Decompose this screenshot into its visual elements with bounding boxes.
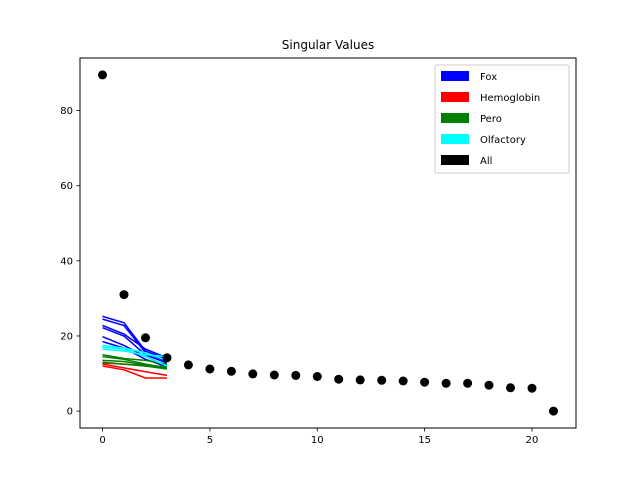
chart-title: Singular Values — [282, 38, 374, 52]
y-tick-label: 0 — [67, 407, 73, 418]
all-point-19 — [506, 383, 515, 393]
x-tick-label: 15 — [418, 435, 431, 446]
y-axis: 0 20 40 60 80 — [60, 106, 80, 418]
legend-swatch-hemoglobin — [441, 92, 469, 102]
scatter-points — [98, 70, 558, 416]
y-tick-label: 80 — [60, 106, 73, 117]
axes-frame — [79, 57, 577, 429]
all-point-6 — [226, 366, 236, 376]
all-point-12 — [355, 375, 365, 385]
all-point-3 — [162, 353, 172, 363]
all-point-0 — [98, 70, 107, 80]
all-point-18 — [484, 380, 494, 390]
y-tick-label: 60 — [60, 181, 73, 192]
all-point-7 — [248, 369, 258, 379]
all-point-17 — [463, 378, 473, 388]
all-point-14 — [398, 376, 408, 386]
fox-line-3 — [102, 327, 168, 364]
legend-swatch-fox — [441, 71, 469, 81]
all-point-4 — [183, 360, 193, 370]
all-point-1 — [119, 290, 129, 300]
pero-line-3 — [102, 362, 168, 370]
legend-label-hemoglobin: Hemoglobin — [480, 93, 540, 104]
legend: Fox Hemoglobin Pero Olfactory All — [434, 64, 570, 174]
legend-swatch-olfactory — [441, 134, 469, 144]
legend-swatch-pero — [441, 113, 469, 123]
x-axis: 0 5 10 15 20 — [99, 428, 538, 446]
all-point-21 — [549, 406, 558, 416]
pero-line-0 — [102, 354, 168, 365]
hemoglobin-line-1 — [102, 365, 167, 379]
legend-label-olfactory: Olfactory — [480, 135, 526, 146]
olfactory-line-2 — [102, 348, 168, 358]
x-tick-label: 5 — [207, 435, 213, 446]
hemoglobin-line-0 — [102, 363, 168, 377]
all-point-2 — [141, 333, 150, 343]
y-tick-label: 40 — [60, 256, 73, 267]
legend-label-all: All — [480, 156, 492, 167]
all-point-11 — [334, 374, 344, 384]
x-tick-label: 10 — [311, 435, 324, 446]
y-tick-label: 20 — [60, 331, 73, 342]
fox-line-2 — [102, 324, 168, 359]
legend-label-pero: Pero — [480, 114, 502, 125]
all-point-10 — [312, 372, 322, 381]
all-point-9 — [291, 370, 301, 380]
olfactory-line-0 — [102, 344, 168, 362]
all-point-15 — [420, 377, 430, 387]
legend-swatch-all — [441, 155, 469, 165]
x-tick-label: 0 — [99, 435, 105, 446]
all-point-8 — [269, 370, 279, 380]
all-point-16 — [441, 378, 451, 388]
x-tick-label: 20 — [526, 435, 539, 446]
all-point-5 — [205, 364, 215, 374]
series-lines — [102, 315, 168, 379]
pero-line-2 — [102, 359, 168, 368]
legend-label-fox: Fox — [480, 72, 497, 83]
all-point-20 — [527, 383, 537, 393]
all-point-13 — [377, 375, 387, 385]
